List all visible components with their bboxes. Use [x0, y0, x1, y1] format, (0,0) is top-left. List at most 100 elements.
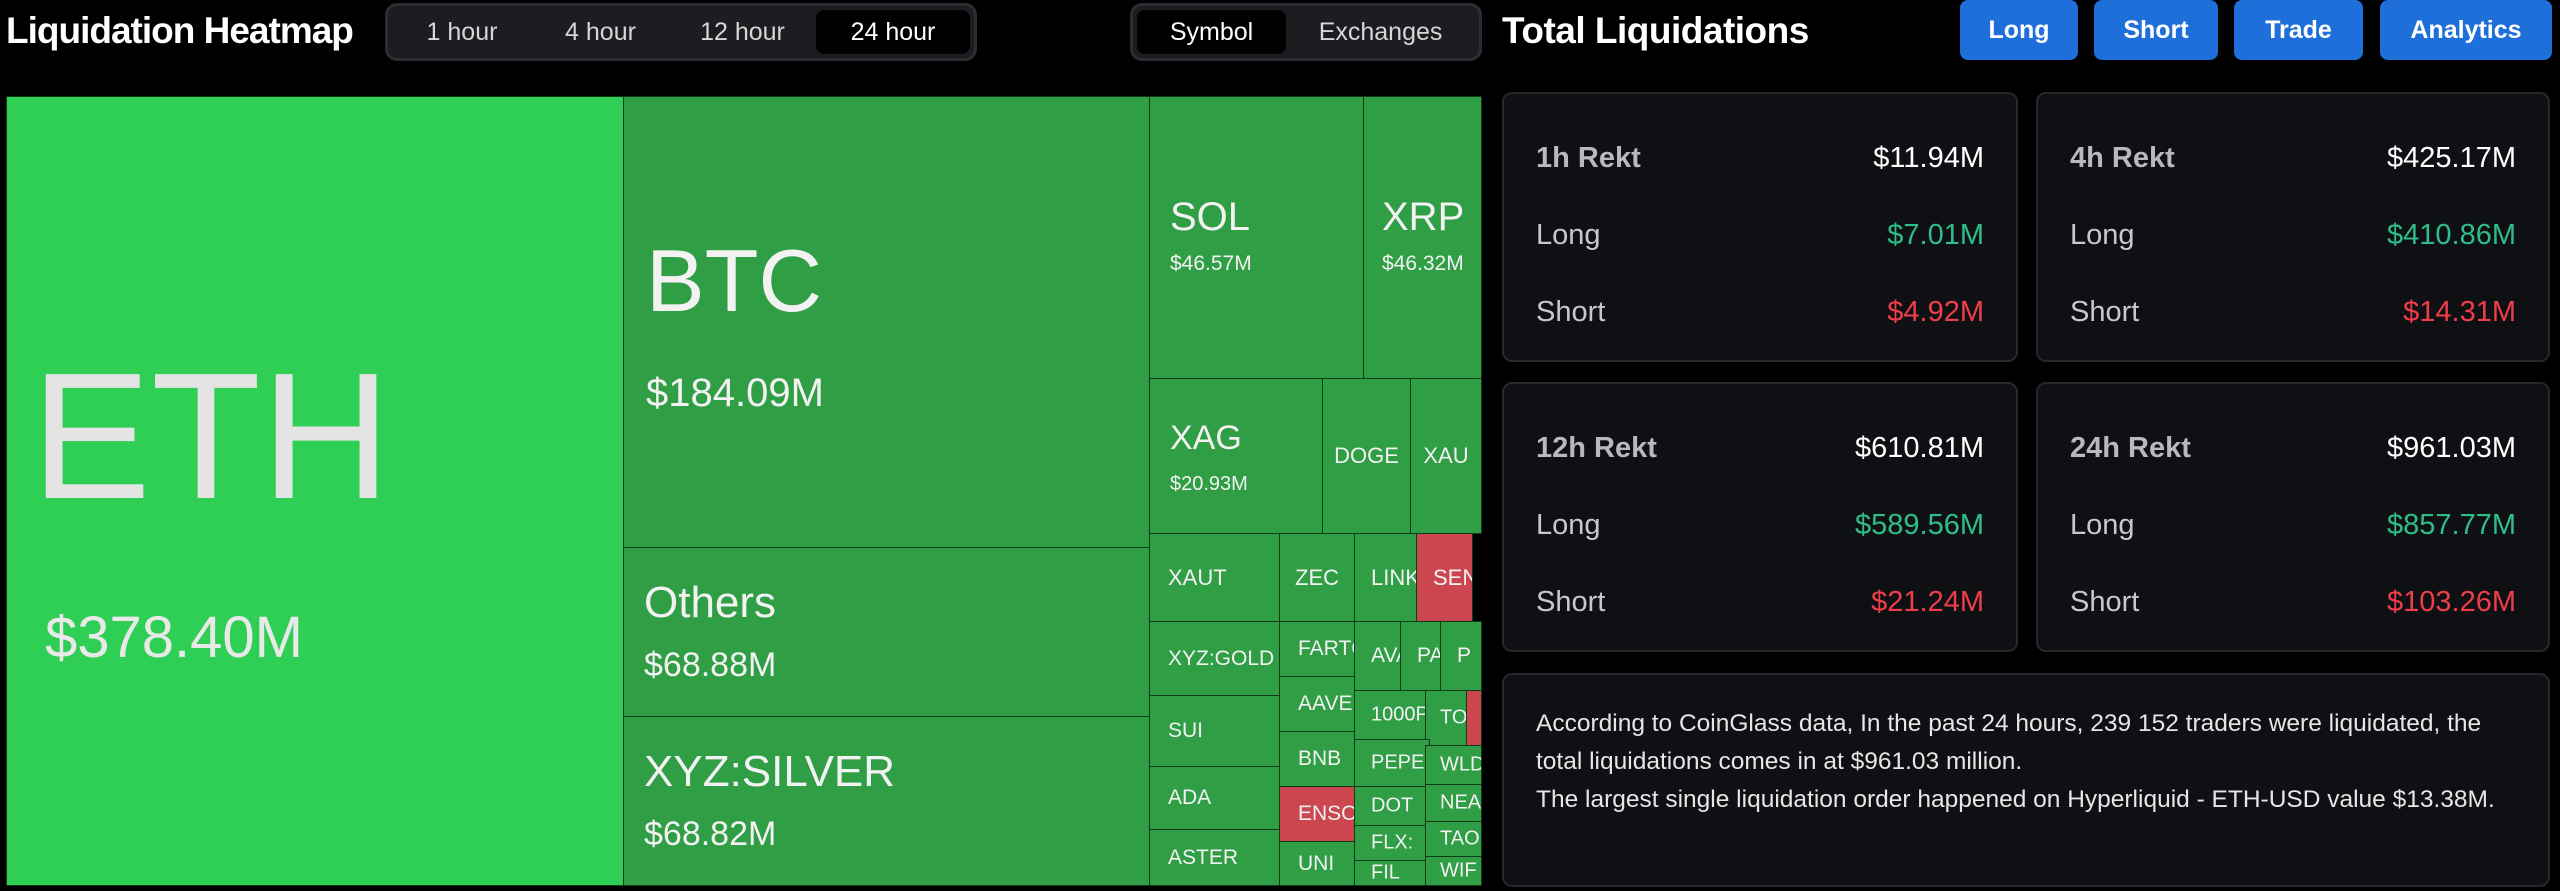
- tab-24-hour[interactable]: 24 hour: [816, 10, 970, 54]
- tile-value: $378.40M: [45, 605, 303, 670]
- tile-near[interactable]: NEAR: [1425, 784, 1482, 822]
- short-value: $103.26M: [2387, 585, 2516, 618]
- tile-pepe[interactable]: PEPE: [1354, 739, 1430, 787]
- analytics-button[interactable]: Analytics: [2380, 0, 2552, 60]
- tile-symbol: FLX:: [1371, 831, 1414, 854]
- card-4h-rekt: 4h Rekt $425.17M Long $410.86M Short $14.31…: [2036, 92, 2550, 362]
- tile-symbol: ADA: [1168, 786, 1212, 809]
- tile-symbol: NEAR: [1440, 791, 1482, 814]
- tile-symbol: TAO: [1440, 827, 1480, 850]
- tile-fil[interactable]: FIL: [1354, 860, 1430, 886]
- tile-symbol: XRP: [1382, 195, 1465, 239]
- tile-symbol: FIL: [1371, 861, 1400, 884]
- short-label: Short: [1536, 585, 1606, 618]
- long-button[interactable]: Long: [1960, 0, 2078, 60]
- short-value: $14.31M: [2403, 295, 2516, 328]
- tile-symbol: AVAX: [1371, 644, 1400, 667]
- card-12h-rekt: 12h Rekt $610.81M Long $589.56M Short $21.2…: [1502, 382, 2018, 652]
- tab-symbol[interactable]: Symbol: [1137, 10, 1287, 54]
- tile-symbol: PAXG: [1417, 644, 1441, 667]
- tab-1-hour[interactable]: 1 hour: [426, 17, 498, 46]
- short-label: Short: [2070, 585, 2140, 618]
- tile-symbol: ZEC: [1295, 564, 1339, 590]
- liquidation-summary: According to CoinGlass data, In the past…: [1502, 673, 2550, 887]
- tile-sent[interactable]: SENT: [1416, 533, 1473, 622]
- tile-xaut[interactable]: XAUT: [1149, 533, 1280, 622]
- tile-others[interactable]: Others $68.88M: [623, 547, 1150, 717]
- card-total: $610.81M: [1855, 431, 1984, 464]
- tile-sol[interactable]: SOL $46.57M: [1149, 96, 1364, 379]
- long-label: Long: [1536, 508, 1601, 541]
- tab-exchanges[interactable]: Exchanges: [1318, 17, 1443, 46]
- tile-symbol: ENSO: [1298, 802, 1355, 825]
- tab-4-hour[interactable]: 4 hour: [565, 17, 636, 46]
- view-tabs: Symbol Exchanges: [1130, 3, 1482, 61]
- tile-symbol: WLD: [1440, 753, 1482, 776]
- tile-value: $46.32M: [1382, 252, 1464, 275]
- tile-xag[interactable]: XAG $20.93M: [1149, 378, 1323, 534]
- card-1h-rekt: 1h Rekt $11.94M Long $7.01M Short $4.92M: [1502, 92, 2018, 362]
- time-range-tabs: 1 hour 4 hour 12 hour 24 hour: [385, 3, 977, 61]
- tile-symbol: SUI: [1168, 719, 1204, 742]
- tile-symbol: XYZ:SILVER: [644, 747, 896, 796]
- tile-symbol: BTC: [646, 231, 822, 330]
- card-label: 1h Rekt: [1536, 141, 1641, 174]
- tile-xyz-gold[interactable]: XYZ:GOLD: [1149, 621, 1280, 696]
- short-button[interactable]: Short: [2094, 0, 2218, 60]
- tile-short-small[interactable]: [1466, 690, 1482, 746]
- card-24h-rekt: 24h Rekt $961.03M Long $857.77M Short $103.…: [2036, 382, 2550, 652]
- tile-symbol: DOT: [1371, 794, 1414, 817]
- tile-tao[interactable]: TAO: [1425, 821, 1482, 857]
- tile-symbol: WIF: [1440, 859, 1477, 882]
- tile-xrp[interactable]: XRP $46.32M: [1363, 96, 1482, 379]
- long-value: $589.56M: [1855, 508, 1984, 541]
- tile-doge[interactable]: DOGE: [1322, 378, 1411, 534]
- tile-btc[interactable]: BTC $184.09M: [623, 96, 1150, 548]
- card-total: $11.94M: [1873, 141, 1984, 174]
- tile-symbol: XAU: [1423, 443, 1469, 468]
- tile-sui[interactable]: SUI: [1149, 695, 1280, 767]
- long-value: $410.86M: [2387, 218, 2516, 251]
- tile-aave[interactable]: AAVE: [1279, 676, 1355, 732]
- tile-value: $46.57M: [1170, 252, 1252, 275]
- tile-symbol: LINK: [1371, 564, 1417, 590]
- long-value: $857.77M: [2387, 508, 2516, 541]
- tile-p[interactable]: P: [1440, 621, 1482, 691]
- tile-1000pepe[interactable]: 1000PEPE: [1354, 690, 1426, 740]
- trade-button[interactable]: Trade: [2234, 0, 2363, 60]
- long-label: Long: [2070, 218, 2135, 251]
- tile-avax[interactable]: AVAX: [1354, 621, 1401, 691]
- tile-symbol: UNI: [1298, 851, 1335, 875]
- tile-uni[interactable]: UNI: [1279, 841, 1355, 886]
- tile-dot[interactable]: DOT: [1354, 786, 1430, 826]
- tile-ton[interactable]: TON: [1425, 690, 1467, 746]
- tile-symbol: XAG: [1170, 419, 1242, 457]
- tile-value: $20.93M: [1170, 473, 1248, 495]
- tile-symbol: SOL: [1170, 195, 1251, 239]
- tile-fartcoin[interactable]: FARTCOIN: [1279, 621, 1355, 677]
- short-value: $4.92M: [1887, 295, 1984, 328]
- tile-paxg[interactable]: PAXG: [1400, 621, 1441, 691]
- tile-xau[interactable]: XAU: [1410, 378, 1482, 534]
- tile-bnb[interactable]: BNB: [1279, 731, 1355, 787]
- tile-flx[interactable]: FLX:: [1354, 825, 1430, 861]
- long-label: Long: [1536, 218, 1601, 251]
- tile-eth[interactable]: ETH $378.40M: [6, 96, 624, 886]
- tile-wld[interactable]: WLD: [1425, 745, 1482, 785]
- card-total: $961.03M: [2387, 431, 2516, 464]
- tile-xyz-silver[interactable]: XYZ:SILVER $68.82M: [623, 716, 1150, 886]
- tile-value: $68.82M: [644, 815, 777, 853]
- tile-aster[interactable]: ASTER: [1149, 829, 1280, 886]
- tile-symbol: P: [1457, 644, 1472, 667]
- tile-ada[interactable]: ADA: [1149, 766, 1280, 830]
- tile-symbol: Others: [644, 578, 777, 627]
- summary-text-1: According to CoinGlass data, In the past…: [1536, 710, 2482, 775]
- tile-enso[interactable]: ENSO: [1279, 786, 1355, 842]
- tile-symbol: ETH: [31, 336, 391, 537]
- long-value: $7.01M: [1887, 218, 1984, 251]
- tile-link[interactable]: LINK: [1354, 533, 1417, 622]
- liquidation-treemap: ETH $378.40M BTC $184.09M Others $68.88M…: [6, 96, 1482, 886]
- tile-wif[interactable]: WIF: [1425, 856, 1482, 886]
- tile-zec[interactable]: ZEC: [1279, 533, 1355, 622]
- tab-12-hour[interactable]: 12 hour: [700, 17, 785, 46]
